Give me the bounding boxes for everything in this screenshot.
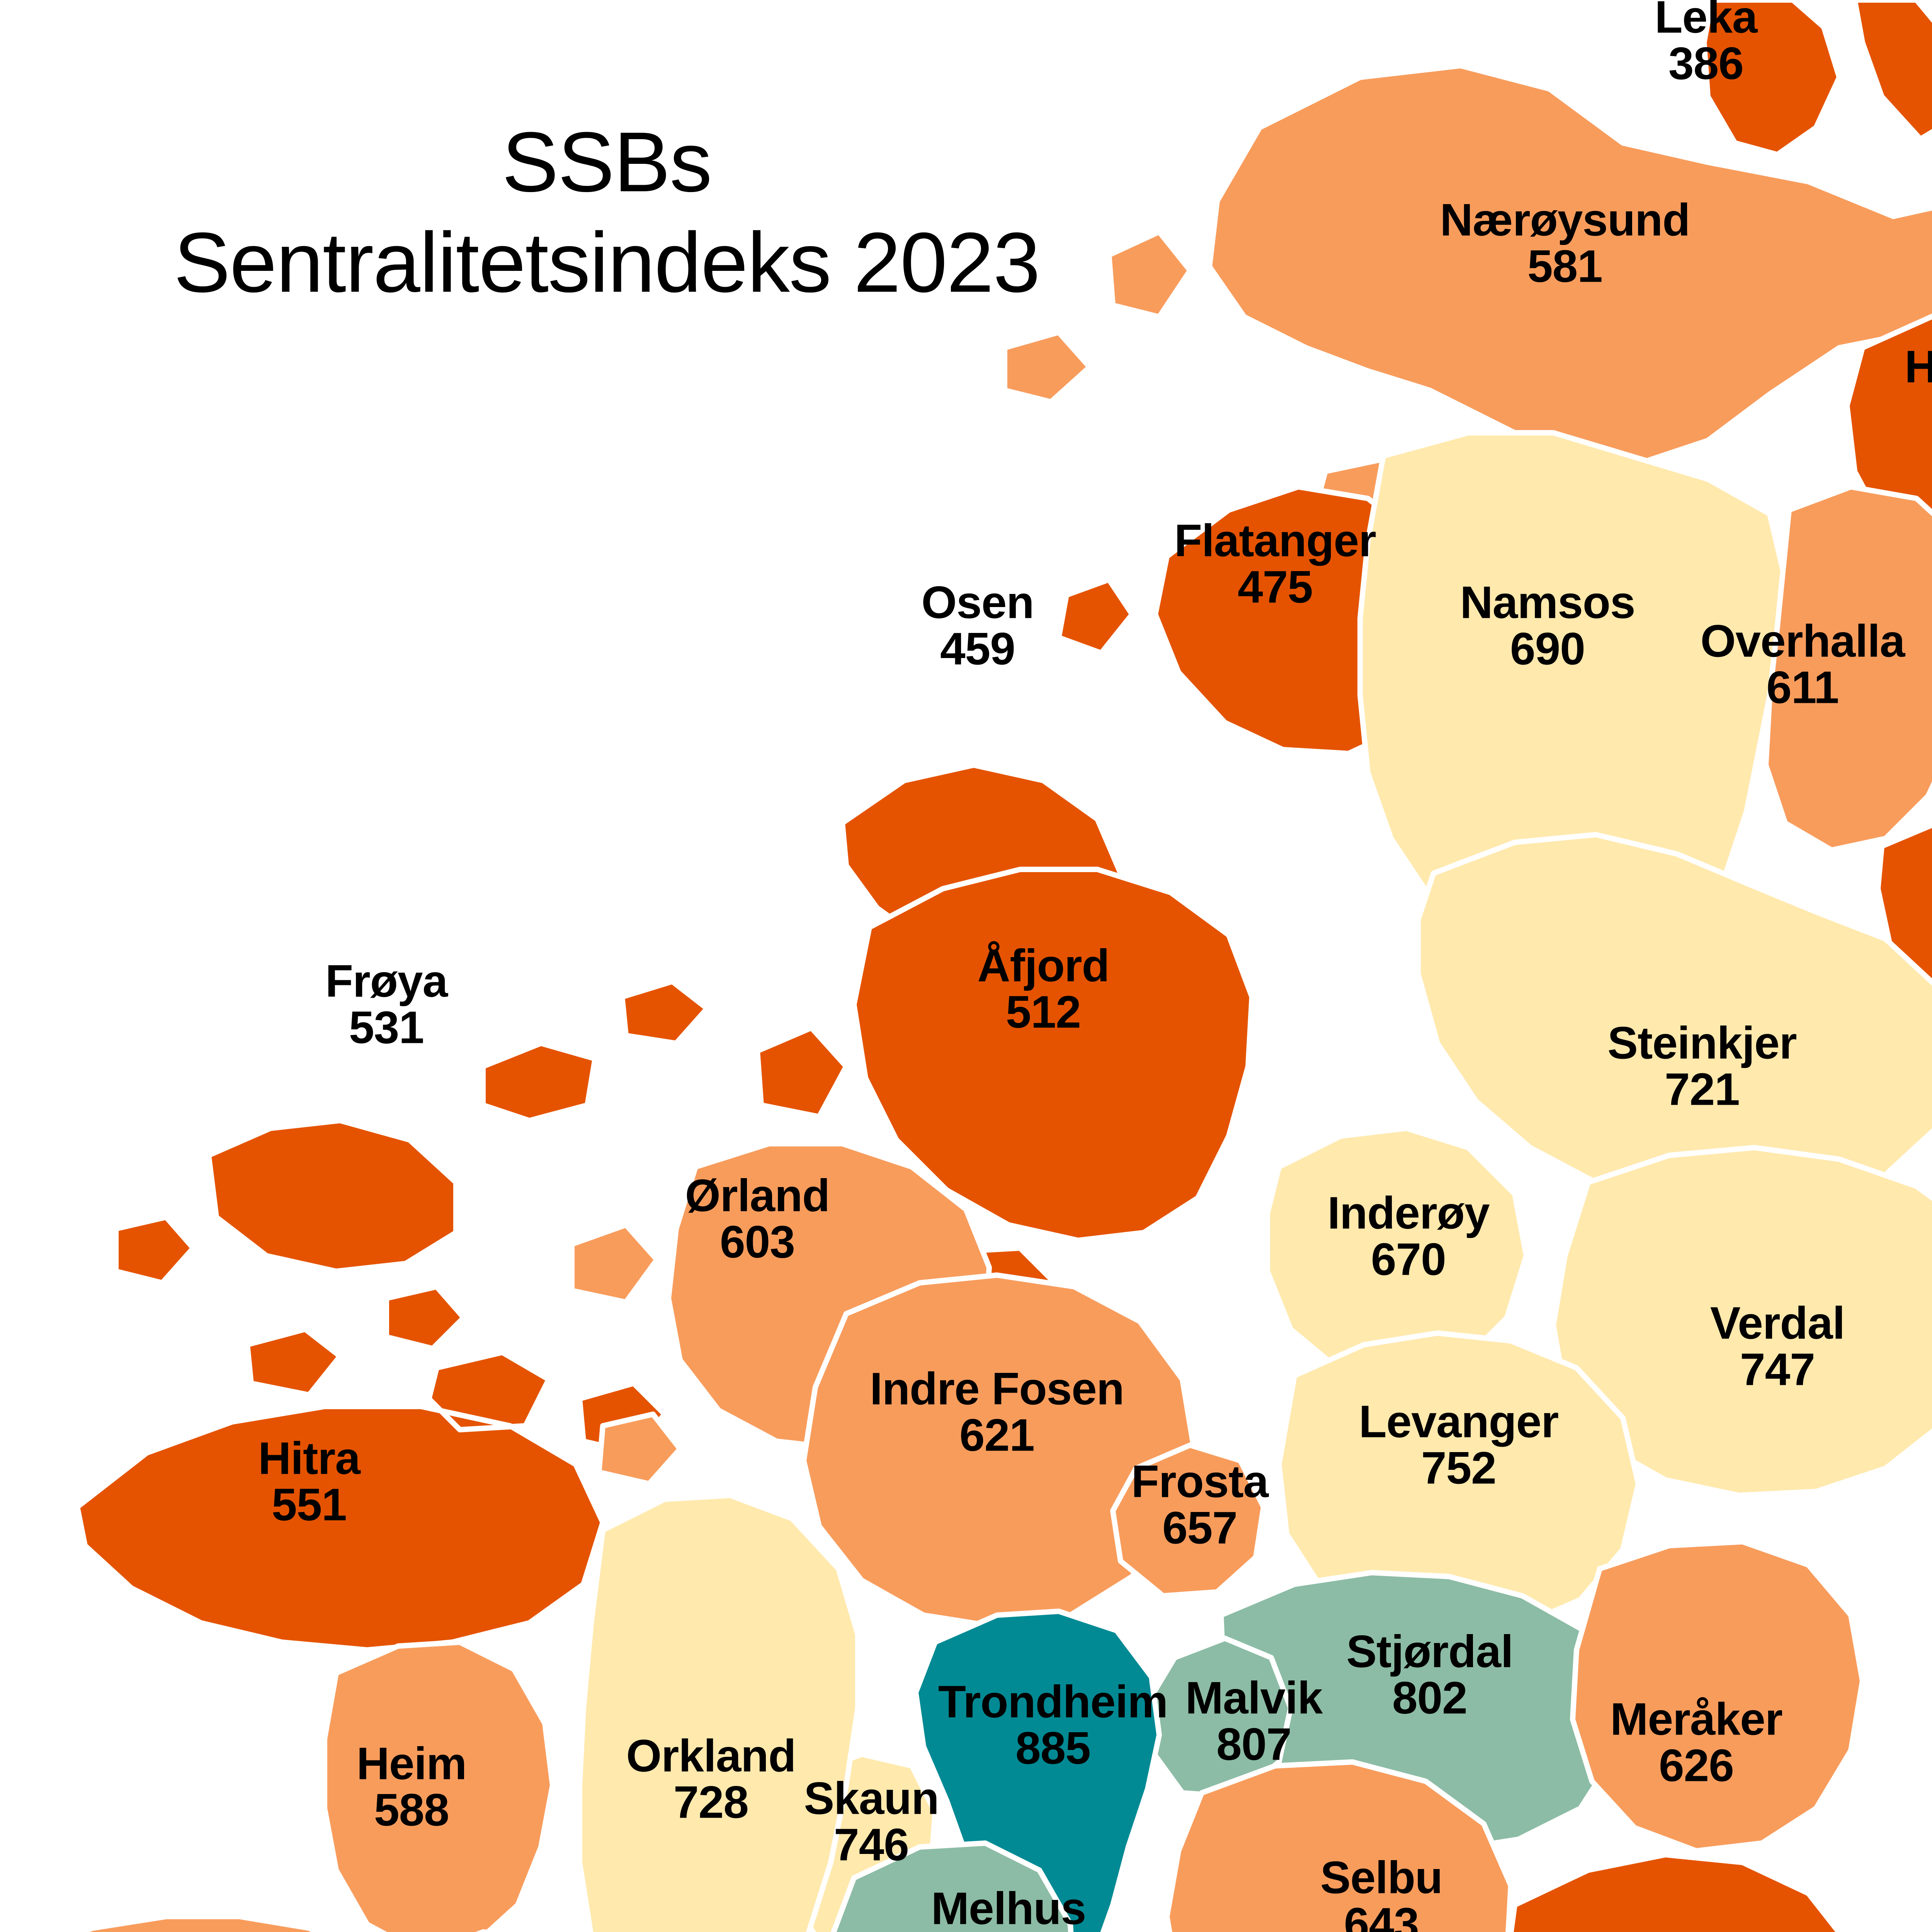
muni-label-stj-rdal: Stjørdal 802 (1346, 1626, 1513, 1724)
muni-name: Skaun (804, 1773, 939, 1824)
muni-value: 512 (1006, 987, 1081, 1038)
muni-name: Namsos (1460, 577, 1635, 628)
muni-value: 588 (374, 1785, 449, 1836)
muni-melhus[interactable] (831, 1840, 1074, 1932)
muni-label-overhalla: Overhalla 611 (1701, 618, 1905, 711)
muni-name: Malvik (1185, 1672, 1323, 1724)
muni-value: 657 (1162, 1503, 1238, 1554)
muni-name: Hitra (258, 1433, 361, 1484)
muni-label-osen: Osen 459 (921, 577, 1034, 675)
muni-name: Steinkjer (1607, 1017, 1797, 1069)
muni-name: Leka (1655, 0, 1758, 43)
muni-value: 721 (1665, 1064, 1740, 1115)
muni-label-verdal: Verdal 747 (1710, 1300, 1845, 1393)
muni-hitra[interactable] (75, 1327, 667, 1653)
muni-name: Overhalla (1700, 616, 1905, 667)
muni-label-fr-ya: Frøya 531 (325, 956, 448, 1053)
muni-label-n-r-ysund: Nærøysund 581 (1440, 197, 1690, 290)
muni-name: Inderøy (1327, 1187, 1490, 1239)
municipality-shapes (23, 0, 1932, 1932)
muni-label--rland: Ørland 603 (685, 1170, 830, 1268)
muni-label-steinkjer: Steinkjer 721 (1607, 1017, 1797, 1115)
muni-label-heim: Heim 588 (356, 1738, 467, 1836)
muni-value: 551 (272, 1480, 347, 1531)
muni-indre-fosen[interactable] (801, 1272, 1197, 1629)
muni-name: Levanger (1359, 1396, 1559, 1447)
muni-label-orkland: Orkland 728 (626, 1733, 796, 1826)
muni-value: 603 (720, 1217, 795, 1268)
muni-name: Stjørdal (1346, 1626, 1513, 1677)
muni-label-hitra: Hitra 551 (258, 1433, 361, 1531)
title-line-1: SSBs (502, 114, 712, 209)
muni-value: 386 (1668, 38, 1744, 89)
muni-value: 621 (959, 1410, 1035, 1461)
muni-label-namsos: Namsos 690 (1460, 577, 1635, 675)
muni-orkland[interactable] (577, 1493, 861, 1932)
muni-value: 690 (1510, 624, 1585, 675)
muni-value: 746 (834, 1820, 909, 1871)
muni-value: 475 (1238, 562, 1313, 613)
muni-label--fjord: Åfjord 512 (977, 940, 1109, 1038)
muni-label-h-ylandet: Høylandet525 (1905, 344, 1932, 437)
muni-label-melhus: Melhus776 (931, 1883, 1086, 1932)
muni-name: Nærøysund (1440, 194, 1690, 246)
muni-label-flatanger: Flatanger 475 (1174, 515, 1376, 613)
muni-label-malvik: Malvik 807 (1185, 1675, 1323, 1768)
muni-name: Ørland (685, 1170, 830, 1221)
muni-label-trondheim: Trondheim 885 (938, 1679, 1168, 1772)
muni-name: Orkland (626, 1730, 796, 1782)
muni-value: 525 (1905, 390, 1932, 437)
title-line-2: Sentralitetsindeks 2023 (173, 214, 1040, 310)
muni-label-levanger: Levanger 752 (1359, 1396, 1559, 1494)
muni-name: Verdal (1710, 1298, 1845, 1349)
muni-name: Frøya (325, 956, 448, 1007)
muni-froya[interactable] (113, 979, 710, 1351)
muni-selbu[interactable] (1164, 1759, 1514, 1932)
muni-value: 459 (940, 624, 1015, 675)
muni-value: 531 (349, 1002, 424, 1053)
muni-overhalla[interactable] (1763, 484, 1932, 853)
muni-label-inder-y: Inderøy 670 (1327, 1187, 1490, 1285)
muni-name: Indre Fosen (870, 1363, 1124, 1415)
muni-name: Osen (921, 577, 1034, 628)
muni-value: 643 (1344, 1899, 1419, 1932)
muni-value: 885 (1015, 1723, 1091, 1774)
muni-value: 747 (1740, 1344, 1815, 1395)
muni-name: Åfjord (977, 940, 1109, 992)
muni-label-skaun: Skaun 746 (804, 1773, 939, 1871)
muni-heim[interactable] (23, 1639, 555, 1932)
muni-value: 670 (1371, 1234, 1446, 1285)
muni-name: Trondheim (938, 1676, 1168, 1728)
muni-name: Heim (356, 1738, 467, 1789)
muni-value: 581 (1527, 241, 1603, 292)
page-title: SSBs Sentralitetsindeks 2023 (54, 112, 1159, 313)
muni-tydal[interactable] (1503, 1852, 1862, 1932)
muni-value: 626 (1659, 1740, 1734, 1791)
muni-label-selbu: Selbu 643 (1320, 1852, 1443, 1932)
muni-leka[interactable] (1701, 0, 1932, 157)
muni-merakaer[interactable] (1570, 1539, 1865, 1854)
muni-name: Selbu (1320, 1852, 1443, 1903)
muni-value: 728 (673, 1777, 749, 1828)
muni-label-leka: Leka 386 (1655, 0, 1758, 89)
muni-label-frosta: Frosta 657 (1131, 1456, 1269, 1554)
muni-value: 611 (1766, 662, 1839, 713)
muni-value: 752 (1421, 1443, 1497, 1494)
muni-name: Melhus (931, 1883, 1086, 1932)
muni-name: Flatanger (1174, 515, 1376, 566)
muni-name: Høylandet (1905, 341, 1932, 393)
muni-value: 807 (1216, 1719, 1292, 1770)
muni-value: 802 (1392, 1673, 1468, 1724)
muni-frosta[interactable] (1110, 1442, 1266, 1599)
muni-name: Frosta (1131, 1456, 1269, 1507)
muni-label-indre-fosen: Indre Fosen 621 (870, 1366, 1124, 1459)
muni-name: Meråker (1610, 1694, 1783, 1745)
muni-label-mer-ker: Meråker 626 (1610, 1694, 1783, 1791)
